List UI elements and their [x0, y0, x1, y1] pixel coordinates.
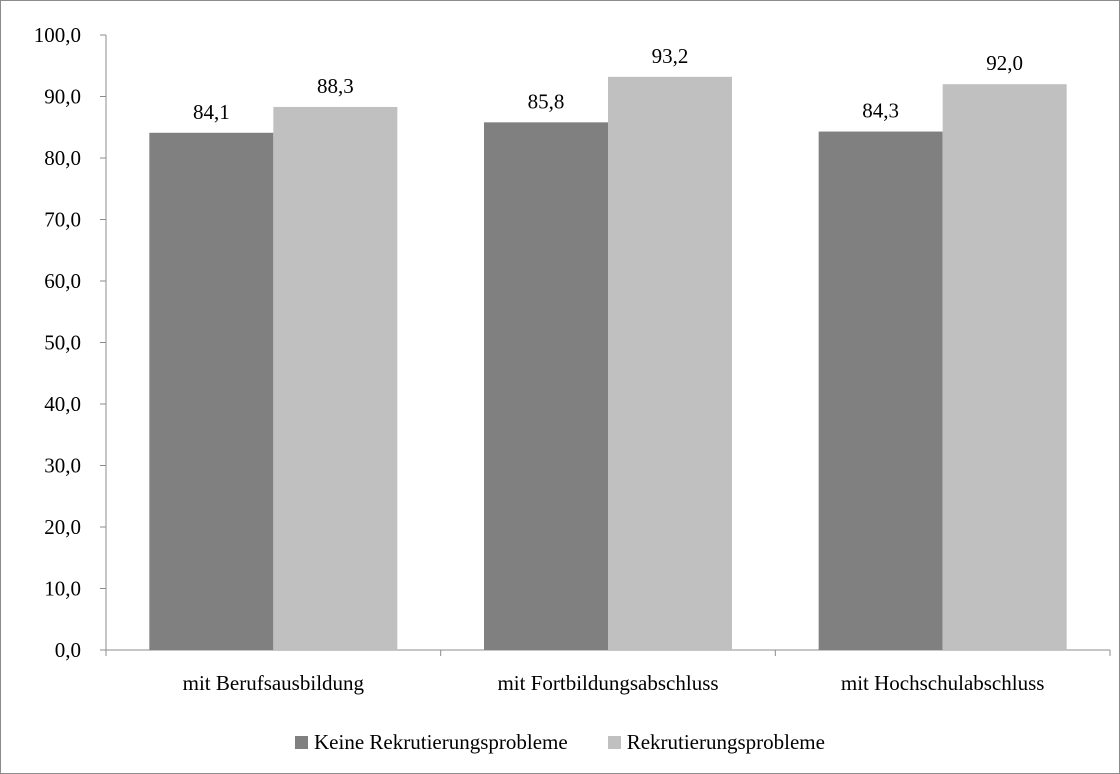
legend-item-keine-rekrutierungsprobleme: Keine Rekrutierungsprobleme — [295, 730, 568, 755]
bar — [818, 131, 943, 650]
bar-chart: 0,0 10,0 20,0 30,0 40,0 50,0 60,0 70,0 80,0 90,0 1… — [34, 23, 1111, 695]
legend-item-rekrutierungsprobleme: Rekrutierungsprobleme — [607, 730, 825, 755]
legend-label-rekrutierungsprobleme: Rekrutierungsprobleme — [626, 730, 825, 754]
legend: Keine Rekrutierungsprobleme Rekrutierung… — [0, 730, 1120, 755]
y-tick-label: 100,0 — [34, 23, 81, 47]
y-tick-label: 80,0 — [44, 146, 81, 170]
data-label: 85,8 — [528, 89, 565, 113]
y-tick-label: 10,0 — [44, 577, 81, 601]
x-category-label: mit Fortbildungsabschluss — [497, 671, 718, 695]
legend-label-keine-rekrutierungsprobleme: Keine Rekrutierungsprobleme — [314, 730, 568, 754]
y-tick-label: 70,0 — [44, 208, 81, 232]
y-tick-label: 40,0 — [44, 392, 81, 416]
y-tick-label: 50,0 — [44, 331, 81, 355]
x-category-label: mit Hochschulabschluss — [841, 671, 1045, 695]
bar — [149, 132, 274, 650]
y-tick-label: 90,0 — [44, 85, 81, 109]
y-tick-label: 0,0 — [55, 638, 81, 662]
bar — [942, 84, 1067, 650]
bar — [484, 122, 608, 650]
y-tick-label: 60,0 — [44, 269, 81, 293]
data-label: 84,3 — [862, 99, 899, 123]
bar — [273, 106, 398, 650]
y-tick-label: 30,0 — [44, 454, 81, 478]
y-tick-label: 20,0 — [44, 515, 81, 539]
x-category-label: mit Berufsausbildung — [183, 671, 365, 695]
legend-swatch-rekrutierungsprobleme — [607, 736, 621, 749]
data-label: 92,0 — [986, 51, 1023, 75]
data-label: 88,3 — [317, 74, 354, 98]
legend-swatch-keine-rekrutierungsprobleme — [295, 736, 309, 749]
data-label: 84,1 — [193, 100, 230, 124]
bar — [608, 76, 732, 650]
data-label: 93,2 — [652, 44, 689, 68]
